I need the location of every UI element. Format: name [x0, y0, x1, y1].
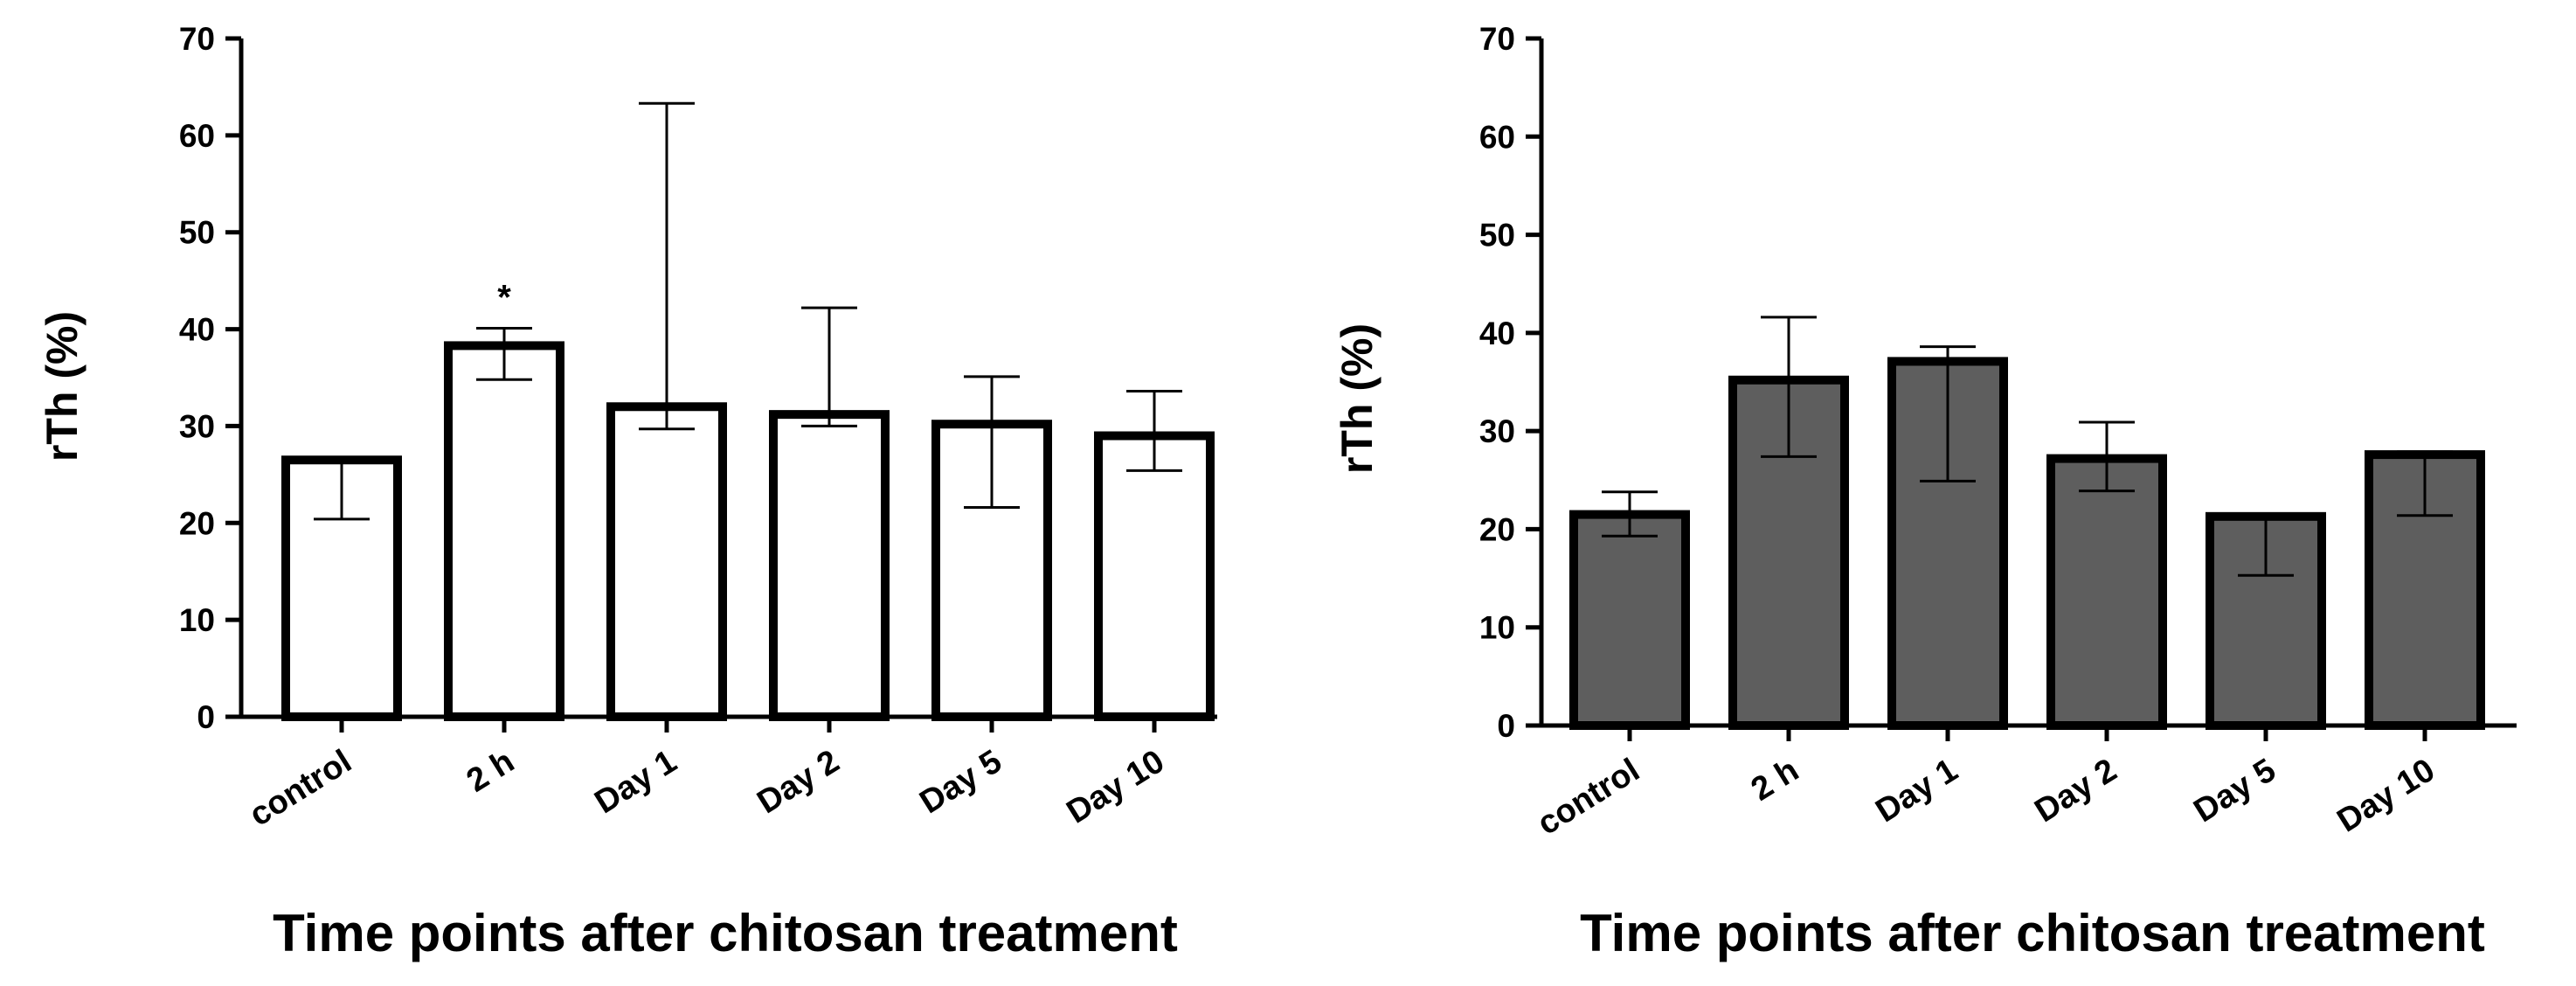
y-tick-label: 0	[197, 699, 215, 735]
y-tick-label: 50	[1479, 218, 1515, 253]
x-tick-label: Day 2	[2029, 752, 2123, 830]
x-axis-label: Time points after chitosan treatment	[1580, 904, 2485, 962]
x-axis-label: Time points after chitosan treatment	[273, 904, 1178, 962]
x-tick-label: Day 10	[2331, 752, 2441, 840]
x-tick-label: Day 5	[2188, 752, 2282, 830]
y-tick-label: 70	[1479, 21, 1515, 57]
bar	[769, 410, 890, 721]
bar	[1094, 431, 1215, 721]
y-tick-label: 40	[179, 312, 215, 348]
bar	[444, 341, 564, 721]
y-tick-label: 70	[179, 21, 215, 57]
y-tick-label: 40	[1479, 316, 1515, 351]
x-tick-label: 2 h	[460, 743, 521, 800]
y-tick-label: 20	[179, 505, 215, 541]
bar	[1569, 510, 1690, 730]
y-tick-label: 60	[179, 118, 215, 154]
x-tick-label: Day 1	[589, 743, 683, 821]
bar	[2046, 454, 2167, 731]
y-tick-label: 10	[1479, 610, 1515, 646]
y-tick-label: 30	[179, 408, 215, 444]
x-tick-label: control	[243, 743, 357, 834]
x-tick-label: Day 5	[914, 743, 1008, 821]
chart-right: rTh (%) Time points after chitosan treat…	[1333, 21, 2517, 962]
y-axis-label: rTh (%)	[38, 311, 87, 462]
y-tick-label: 60	[1479, 119, 1515, 155]
x-tick-label: 2 h	[1745, 752, 1805, 809]
significance-marker: *	[497, 278, 511, 316]
y-tick-label: 50	[179, 215, 215, 251]
y-axis-label: rTh (%)	[1333, 323, 1381, 474]
y-tick-label: 20	[1479, 511, 1515, 547]
y-tick-label: 30	[1479, 413, 1515, 449]
chart-left: rTh (%) Time points after chitosan treat…	[38, 21, 1217, 962]
bar	[606, 402, 727, 721]
x-tick-label: Day 10	[1061, 743, 1171, 831]
y-tick-label: 0	[1497, 708, 1515, 744]
y-tick-label: 10	[179, 602, 215, 638]
x-tick-label: control	[1531, 752, 1645, 843]
x-tick-label: Day 1	[1870, 752, 1964, 830]
x-tick-label: Day 2	[751, 743, 846, 821]
